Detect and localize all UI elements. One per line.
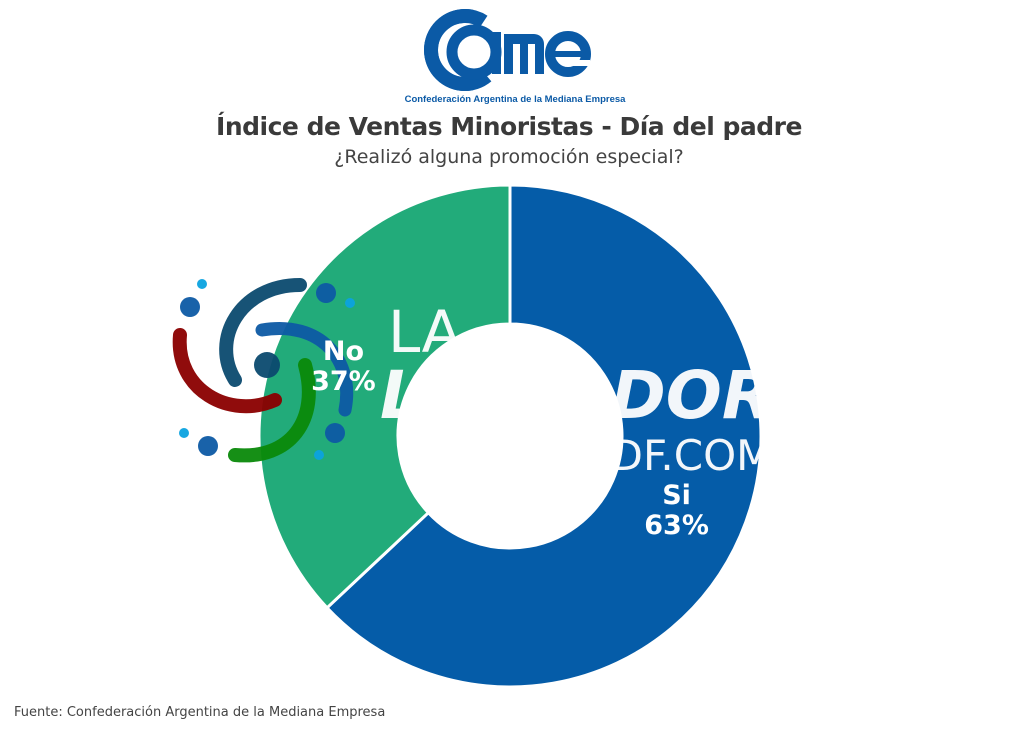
chart-title: Índice de Ventas Minoristas - Día del pa… [216, 112, 802, 141]
source-note: Fuente: Confederación Argentina de la Me… [14, 705, 386, 720]
watermark-swirl-icon [172, 278, 355, 463]
svg-text:TDF.COM: TDF.COM [584, 431, 772, 480]
svg-text:Confederación Argentina de la: Confederación Argentina de la Mediana Em… [405, 94, 627, 105]
slice-value-label: 37% [311, 366, 376, 397]
chart-subtitle: ¿Realizó alguna promoción especial? [334, 146, 684, 168]
svg-text:LA: LA [388, 298, 462, 366]
slice-value-label: 63% [644, 510, 709, 541]
svg-text:L ADOR: L ADOR [380, 357, 773, 434]
watermark: LA L ADOR TDF.COM [172, 278, 773, 480]
slice-category-label: No [323, 336, 364, 367]
slice-category-label: Si [662, 480, 691, 511]
slice-si[interactable] [325, 183, 763, 689]
came-logo: Confederación Argentina de la Mediana Em… [405, 9, 627, 105]
